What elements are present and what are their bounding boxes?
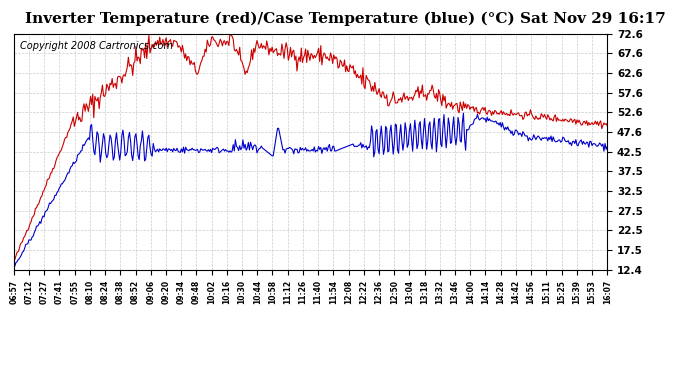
Text: Copyright 2008 Cartronics.com: Copyright 2008 Cartronics.com [20,41,172,51]
Text: Inverter Temperature (red)/Case Temperature (blue) (°C) Sat Nov 29 16:17: Inverter Temperature (red)/Case Temperat… [25,11,665,26]
